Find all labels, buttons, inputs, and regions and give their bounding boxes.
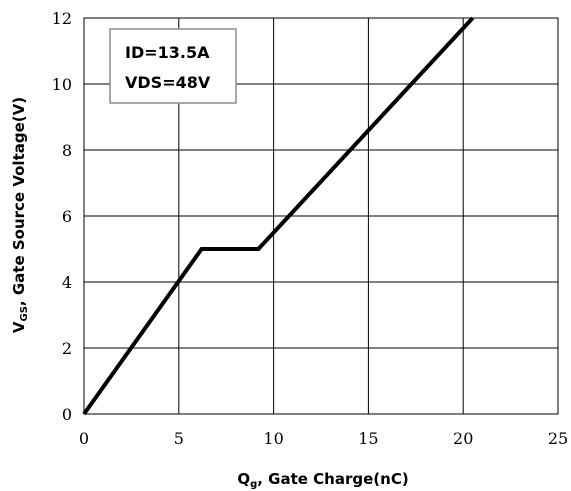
x-tick-label: 5 [174,429,184,448]
y-axis-title-main: V [10,321,28,333]
y-tick-label: 2 [62,339,72,358]
annotation-box: ID=13.5A VDS=48V [109,28,237,104]
y-tick-label: 4 [62,273,72,292]
annotation-frame [109,28,237,104]
y-tick-label: 10 [52,75,72,94]
x-tick-label: 15 [358,429,378,448]
y-axis-title-sub: GS [19,306,30,321]
x-axis-title-rest: , Gate Charge(nC) [257,470,408,488]
x-axis-title-main: Q [237,470,250,488]
x-tick-label: 20 [453,429,473,448]
tick-labels: 0 2 4 6 8 10 12 0 5 10 15 20 25 [52,9,569,448]
x-tick-label: 25 [548,429,568,448]
y-tick-label: 0 [62,405,72,424]
x-axis-title-sub: g [250,479,257,490]
y-tick-label: 8 [62,141,72,160]
y-axis-title: VGS, Gate Source Voltage(V) [10,97,30,333]
series-line [82,16,475,416]
y-axis-title-rest: , Gate Source Voltage(V) [10,97,28,306]
x-tick-label: 10 [263,429,283,448]
x-axis-title: Qg, Gate Charge(nC) [237,470,408,490]
y-tick-label: 6 [62,207,72,226]
y-tick-label: 12 [52,9,72,28]
series-group [82,16,475,416]
annotation-line-2: VDS=48V [125,73,211,92]
annotation-line-1: ID=13.5A [125,43,210,62]
plot-frame [83,17,559,415]
x-tick-label: 0 [79,429,89,448]
